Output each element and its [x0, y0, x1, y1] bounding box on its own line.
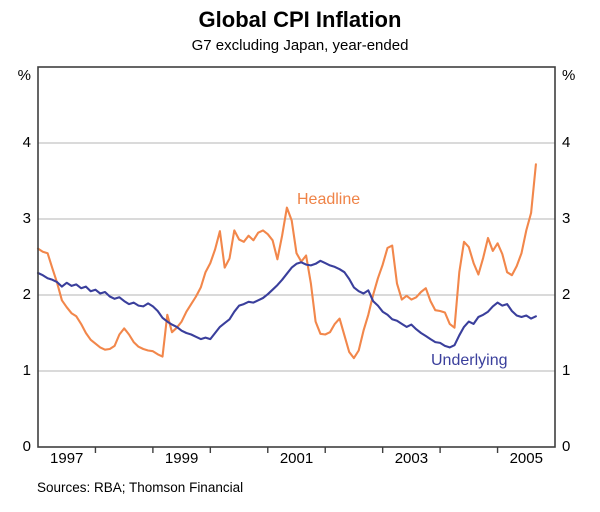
y-axis-right-tick-1: 1 [562, 362, 571, 379]
plot-frame [37, 66, 556, 448]
y-axis-left-tick-4: 4 [22, 134, 31, 151]
x-axis-label-2003: 2003 [394, 450, 429, 467]
y-axis-right-tick-4: 4 [562, 134, 571, 151]
gridlines [38, 142, 555, 372]
y-axis-right-unit: % [562, 67, 576, 84]
chart-title: Global CPI Inflation [198, 7, 402, 32]
chart-subtitle: G7 excluding Japan, year-ended [191, 37, 409, 54]
x-axis-ticks [94, 447, 499, 453]
y-axis-left-tick-2: 2 [22, 286, 31, 303]
x-axis-label-1999: 1999 [164, 450, 199, 467]
y-axis-left-tick-1: 1 [22, 362, 31, 379]
y-axis-right-tick-2: 2 [562, 286, 571, 303]
y-axis-right-tick-3: 3 [562, 210, 571, 227]
headline-series-line [36, 163, 537, 360]
underlying-series-line [36, 259, 537, 349]
y-axis-left-tick-0: 0 [22, 438, 31, 455]
underlying-series-label: Underlying [431, 352, 508, 369]
y-axis-right-tick-0: 0 [562, 438, 571, 455]
x-axis-label-2005: 2005 [509, 450, 543, 467]
headline-series-label: Headline [297, 191, 361, 208]
x-axis-label-1997: 1997 [50, 450, 84, 467]
y-axis-left-unit: % [17, 67, 31, 84]
y-axis-left-tick-3: 3 [22, 210, 31, 227]
sources-note: Sources: RBA; Thomson Financial [37, 480, 244, 495]
x-axis-label-2001: 2001 [279, 450, 314, 467]
